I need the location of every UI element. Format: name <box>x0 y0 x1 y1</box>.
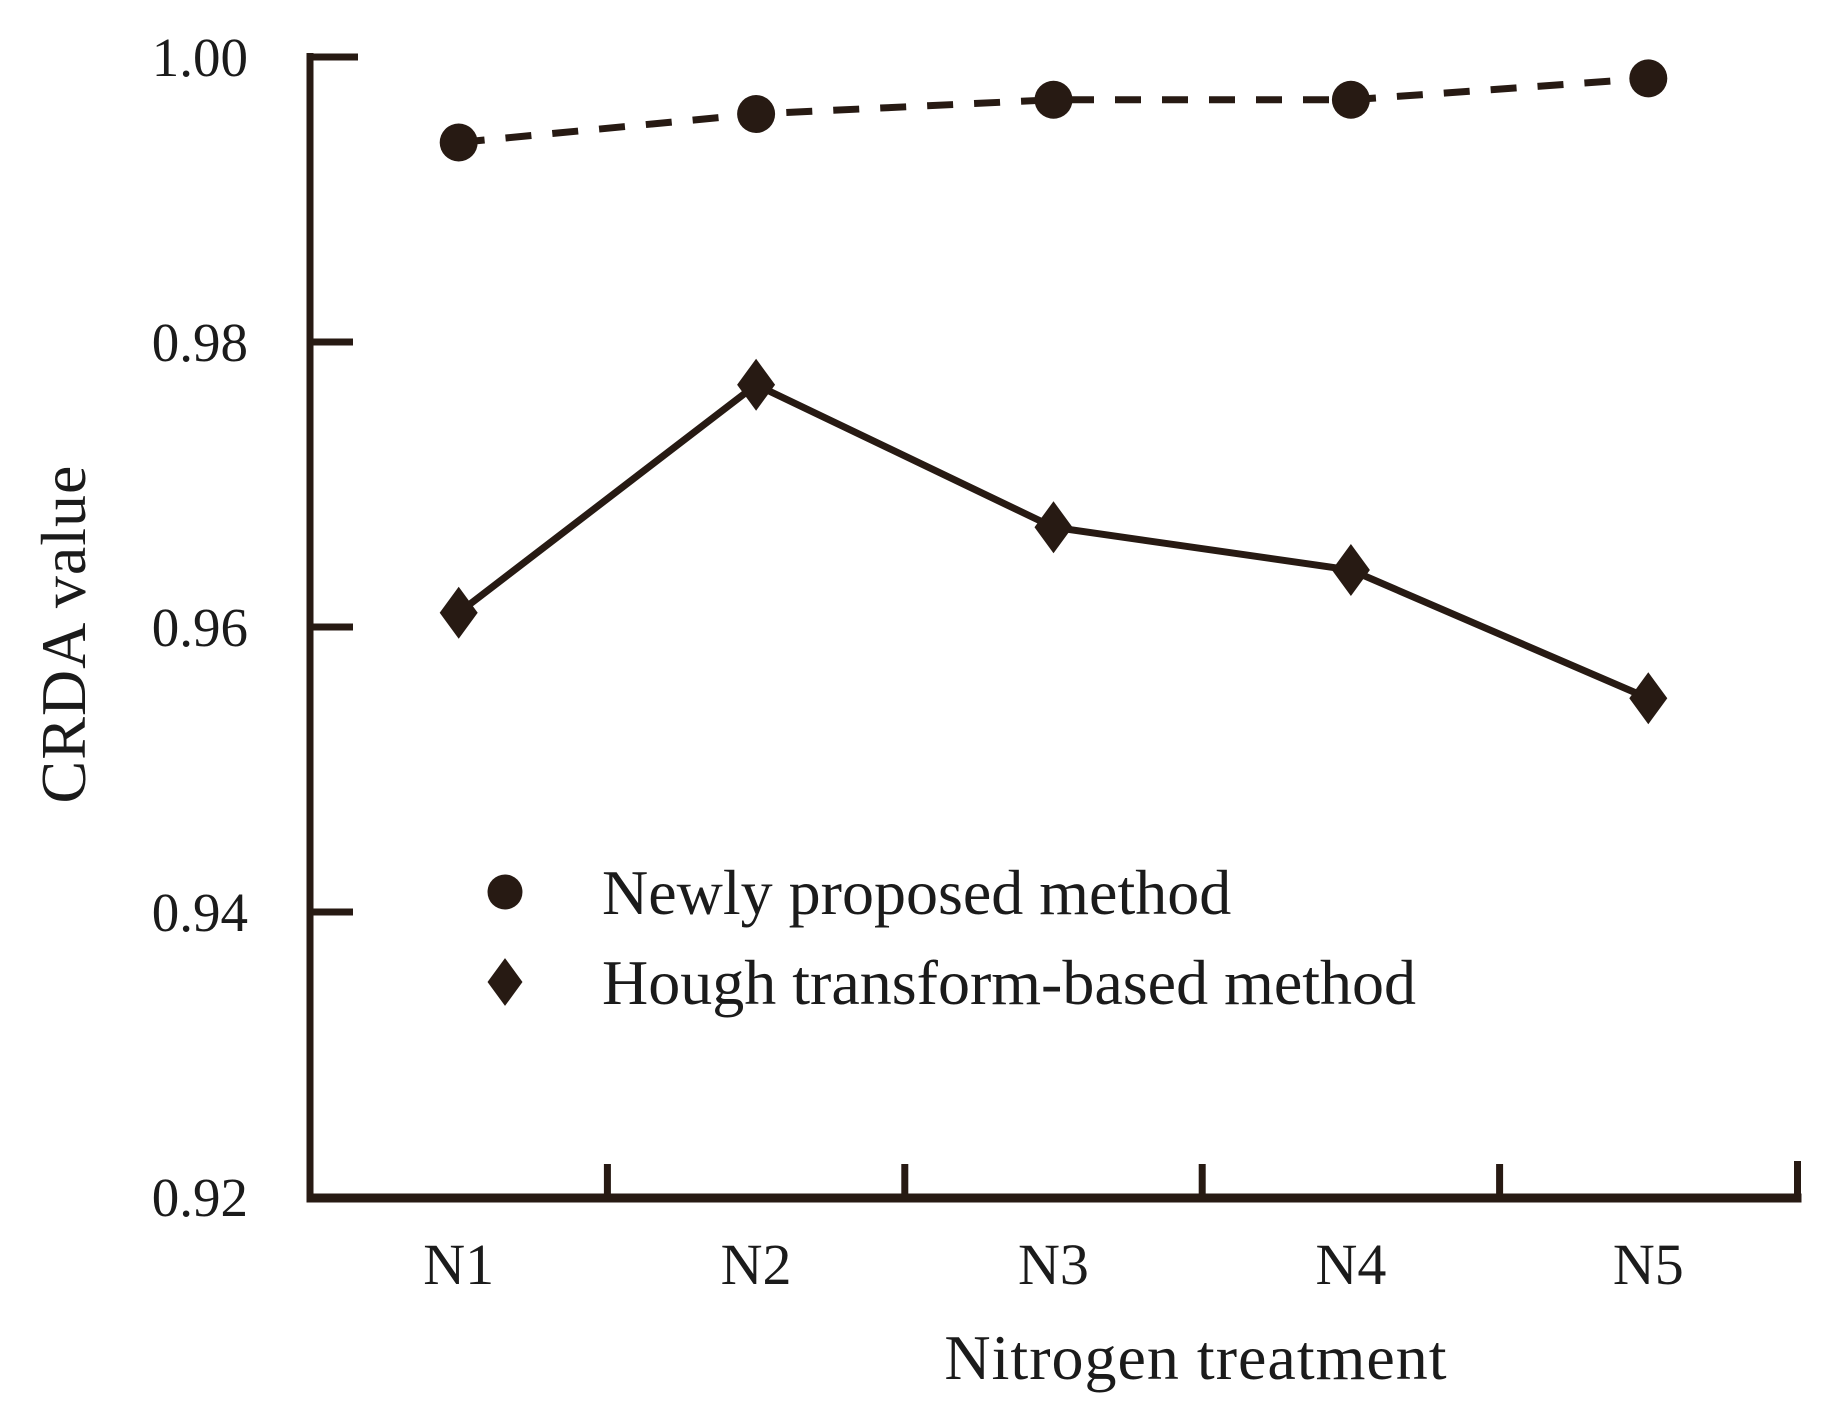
legend-label: Newly proposed method <box>602 857 1231 928</box>
data-point-marker <box>1034 501 1073 554</box>
x-tick <box>603 1164 611 1194</box>
legend-circle-icon <box>487 874 523 910</box>
y-tick-label: 0.96 <box>152 597 248 658</box>
data-point-marker <box>1331 544 1370 596</box>
series-circle <box>439 59 1668 162</box>
data-point-marker <box>737 358 776 411</box>
x-axis-line <box>306 1193 1802 1203</box>
x-tick-label: N4 <box>1315 1232 1386 1297</box>
data-point-marker <box>1034 80 1073 119</box>
data-point-marker <box>439 123 478 162</box>
data-point-marker <box>439 586 478 639</box>
data-point-marker <box>1629 59 1668 98</box>
x-tick <box>1496 1164 1504 1194</box>
data-point-marker <box>737 95 776 133</box>
x-tick <box>1794 1161 1801 1194</box>
data-point-marker <box>1629 672 1668 725</box>
x-tick-label: N1 <box>423 1232 494 1297</box>
series-diamond <box>439 358 1668 725</box>
x-tick-label: N2 <box>721 1232 792 1297</box>
y-axis-title: CRDA value <box>28 464 99 804</box>
y-tick-label: 1.00 <box>152 27 248 88</box>
data-point-marker <box>1331 80 1370 119</box>
y-tick <box>310 53 358 61</box>
x-tick-label: N5 <box>1613 1232 1684 1297</box>
x-tick <box>1198 1164 1206 1194</box>
x-tick-label: N3 <box>1018 1232 1089 1297</box>
legend-item: Newly proposed method <box>487 857 1231 928</box>
legend-diamond-icon <box>487 958 523 1006</box>
x-axis-title: Nitrogen treatment <box>944 1322 1448 1393</box>
y-tick-label: 0.92 <box>152 1167 248 1228</box>
y-tick-label: 0.98 <box>152 312 248 373</box>
y-tick <box>310 338 353 346</box>
y-tick <box>310 623 353 631</box>
y-tick-label: 0.94 <box>152 882 248 943</box>
series-line <box>458 74 1649 146</box>
legend-item: Hough transform-based method <box>487 947 1416 1018</box>
x-tick <box>901 1164 909 1194</box>
y-tick <box>310 908 353 916</box>
legend-label: Hough transform-based method <box>602 947 1416 1018</box>
legend: Newly proposed method Hough transform-bas… <box>487 857 1416 1018</box>
